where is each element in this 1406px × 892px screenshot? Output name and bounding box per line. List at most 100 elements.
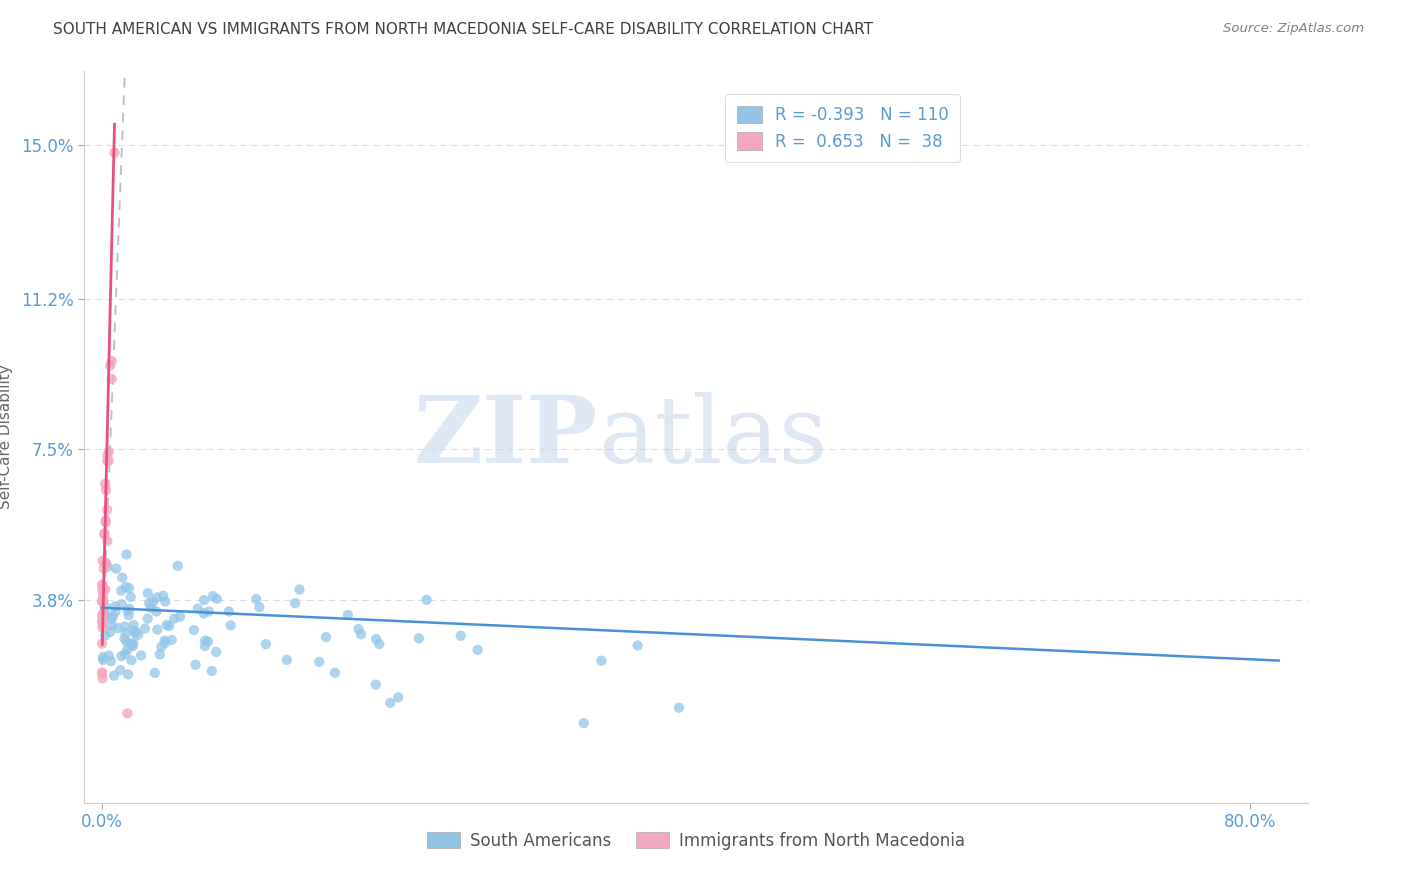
Point: [149, 648, 172, 662]
Point: [136, 586, 159, 600]
Point: [103, 668, 125, 682]
Point: [91, 621, 114, 635]
Point: [93, 581, 115, 595]
Point: [117, 603, 139, 617]
Point: [97, 559, 120, 574]
Point: [120, 590, 142, 604]
Point: [380, 696, 402, 710]
Point: [104, 605, 127, 619]
Point: [166, 558, 188, 573]
Point: [91, 636, 114, 650]
Point: [122, 618, 145, 632]
Point: [91, 608, 114, 623]
Point: [124, 626, 146, 640]
Point: [94, 599, 117, 613]
Point: [91, 614, 114, 628]
Legend: South Americans, Immigrants from North Macedonia: South Americans, Immigrants from North M…: [420, 825, 972, 856]
Point: [118, 608, 141, 623]
Point: [121, 637, 143, 651]
Point: [91, 653, 114, 667]
Point: [127, 628, 149, 642]
Point: [219, 618, 242, 632]
Point: [94, 582, 117, 597]
Point: [104, 599, 127, 614]
Point: [146, 623, 169, 637]
Point: [117, 706, 139, 721]
Point: [91, 616, 114, 631]
Point: [193, 607, 215, 621]
Point: [572, 716, 595, 731]
Point: [284, 596, 307, 610]
Text: atlas: atlas: [598, 392, 827, 482]
Y-axis label: Self-Care Disability: Self-Care Disability: [0, 365, 13, 509]
Point: [91, 589, 114, 603]
Point: [591, 654, 613, 668]
Point: [308, 655, 330, 669]
Text: ZIP: ZIP: [413, 392, 598, 482]
Point: [145, 604, 167, 618]
Point: [107, 621, 129, 635]
Point: [163, 612, 186, 626]
Point: [94, 556, 117, 570]
Point: [96, 454, 118, 468]
Point: [103, 145, 125, 160]
Point: [169, 609, 191, 624]
Point: [114, 626, 136, 640]
Point: [93, 527, 115, 541]
Point: [254, 637, 277, 651]
Point: [118, 581, 141, 595]
Point: [100, 354, 122, 368]
Point: [450, 629, 472, 643]
Point: [193, 593, 215, 607]
Point: [111, 571, 134, 585]
Point: [115, 548, 138, 562]
Point: [155, 594, 177, 608]
Point: [110, 663, 132, 677]
Point: [139, 600, 162, 615]
Point: [100, 654, 122, 668]
Point: [96, 503, 118, 517]
Point: [91, 577, 114, 591]
Point: [218, 604, 240, 618]
Point: [114, 619, 136, 633]
Point: [408, 632, 430, 646]
Point: [94, 514, 117, 528]
Point: [114, 580, 136, 594]
Point: [100, 372, 122, 386]
Point: [187, 601, 209, 615]
Point: [157, 619, 180, 633]
Point: [125, 624, 148, 639]
Point: [94, 483, 117, 497]
Point: [194, 639, 217, 653]
Point: [98, 624, 121, 639]
Point: [194, 633, 217, 648]
Point: [153, 633, 176, 648]
Point: [288, 582, 311, 597]
Point: [364, 632, 387, 647]
Point: [97, 454, 120, 468]
Point: [91, 583, 114, 598]
Point: [110, 583, 132, 598]
Point: [315, 630, 337, 644]
Point: [94, 516, 117, 530]
Point: [347, 622, 370, 636]
Point: [91, 665, 114, 680]
Point: [114, 647, 136, 661]
Point: [247, 600, 270, 615]
Point: [121, 639, 143, 653]
Point: [91, 666, 114, 681]
Point: [245, 592, 267, 607]
Point: [105, 562, 128, 576]
Point: [197, 634, 219, 648]
Point: [97, 648, 120, 663]
Point: [94, 628, 117, 642]
Point: [91, 554, 114, 568]
Point: [114, 632, 136, 646]
Point: [156, 618, 179, 632]
Point: [205, 591, 228, 606]
Point: [152, 589, 174, 603]
Point: [91, 594, 114, 608]
Point: [668, 700, 690, 714]
Point: [111, 597, 134, 611]
Point: [146, 591, 169, 605]
